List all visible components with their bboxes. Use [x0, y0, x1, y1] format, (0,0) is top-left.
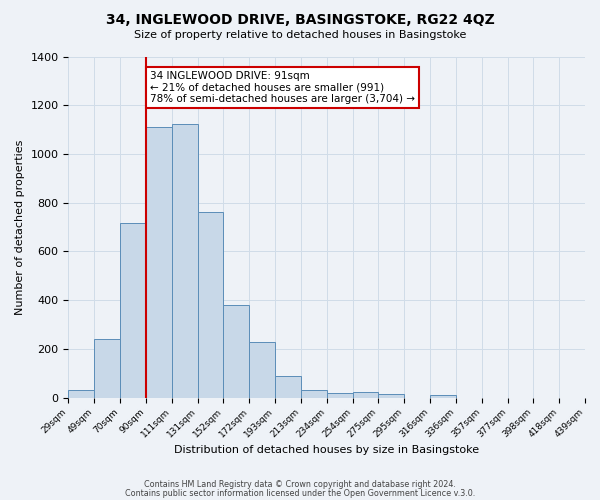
X-axis label: Distribution of detached houses by size in Basingstoke: Distribution of detached houses by size …: [174, 445, 479, 455]
Bar: [379, 394, 404, 398]
Text: Contains public sector information licensed under the Open Government Licence v.: Contains public sector information licen…: [125, 488, 475, 498]
Text: 34, INGLEWOOD DRIVE, BASINGSTOKE, RG22 4QZ: 34, INGLEWOOD DRIVE, BASINGSTOKE, RG22 4…: [106, 12, 494, 26]
Text: Contains HM Land Registry data © Crown copyright and database right 2024.: Contains HM Land Registry data © Crown c…: [144, 480, 456, 489]
Bar: [327, 393, 353, 398]
Text: Size of property relative to detached houses in Basingstoke: Size of property relative to detached ho…: [134, 30, 466, 40]
Bar: [68, 390, 94, 398]
Text: 34 INGLEWOOD DRIVE: 91sqm
← 21% of detached houses are smaller (991)
78% of semi: 34 INGLEWOOD DRIVE: 91sqm ← 21% of detac…: [150, 71, 415, 104]
Bar: [353, 392, 379, 398]
Bar: [94, 339, 120, 398]
Bar: [120, 224, 146, 398]
Bar: [301, 390, 327, 398]
Bar: [249, 342, 275, 398]
Bar: [146, 127, 172, 398]
Y-axis label: Number of detached properties: Number of detached properties: [15, 140, 25, 315]
Bar: [223, 305, 249, 398]
Bar: [430, 395, 456, 398]
Bar: [275, 376, 301, 398]
Bar: [197, 212, 223, 398]
Bar: [172, 124, 197, 398]
